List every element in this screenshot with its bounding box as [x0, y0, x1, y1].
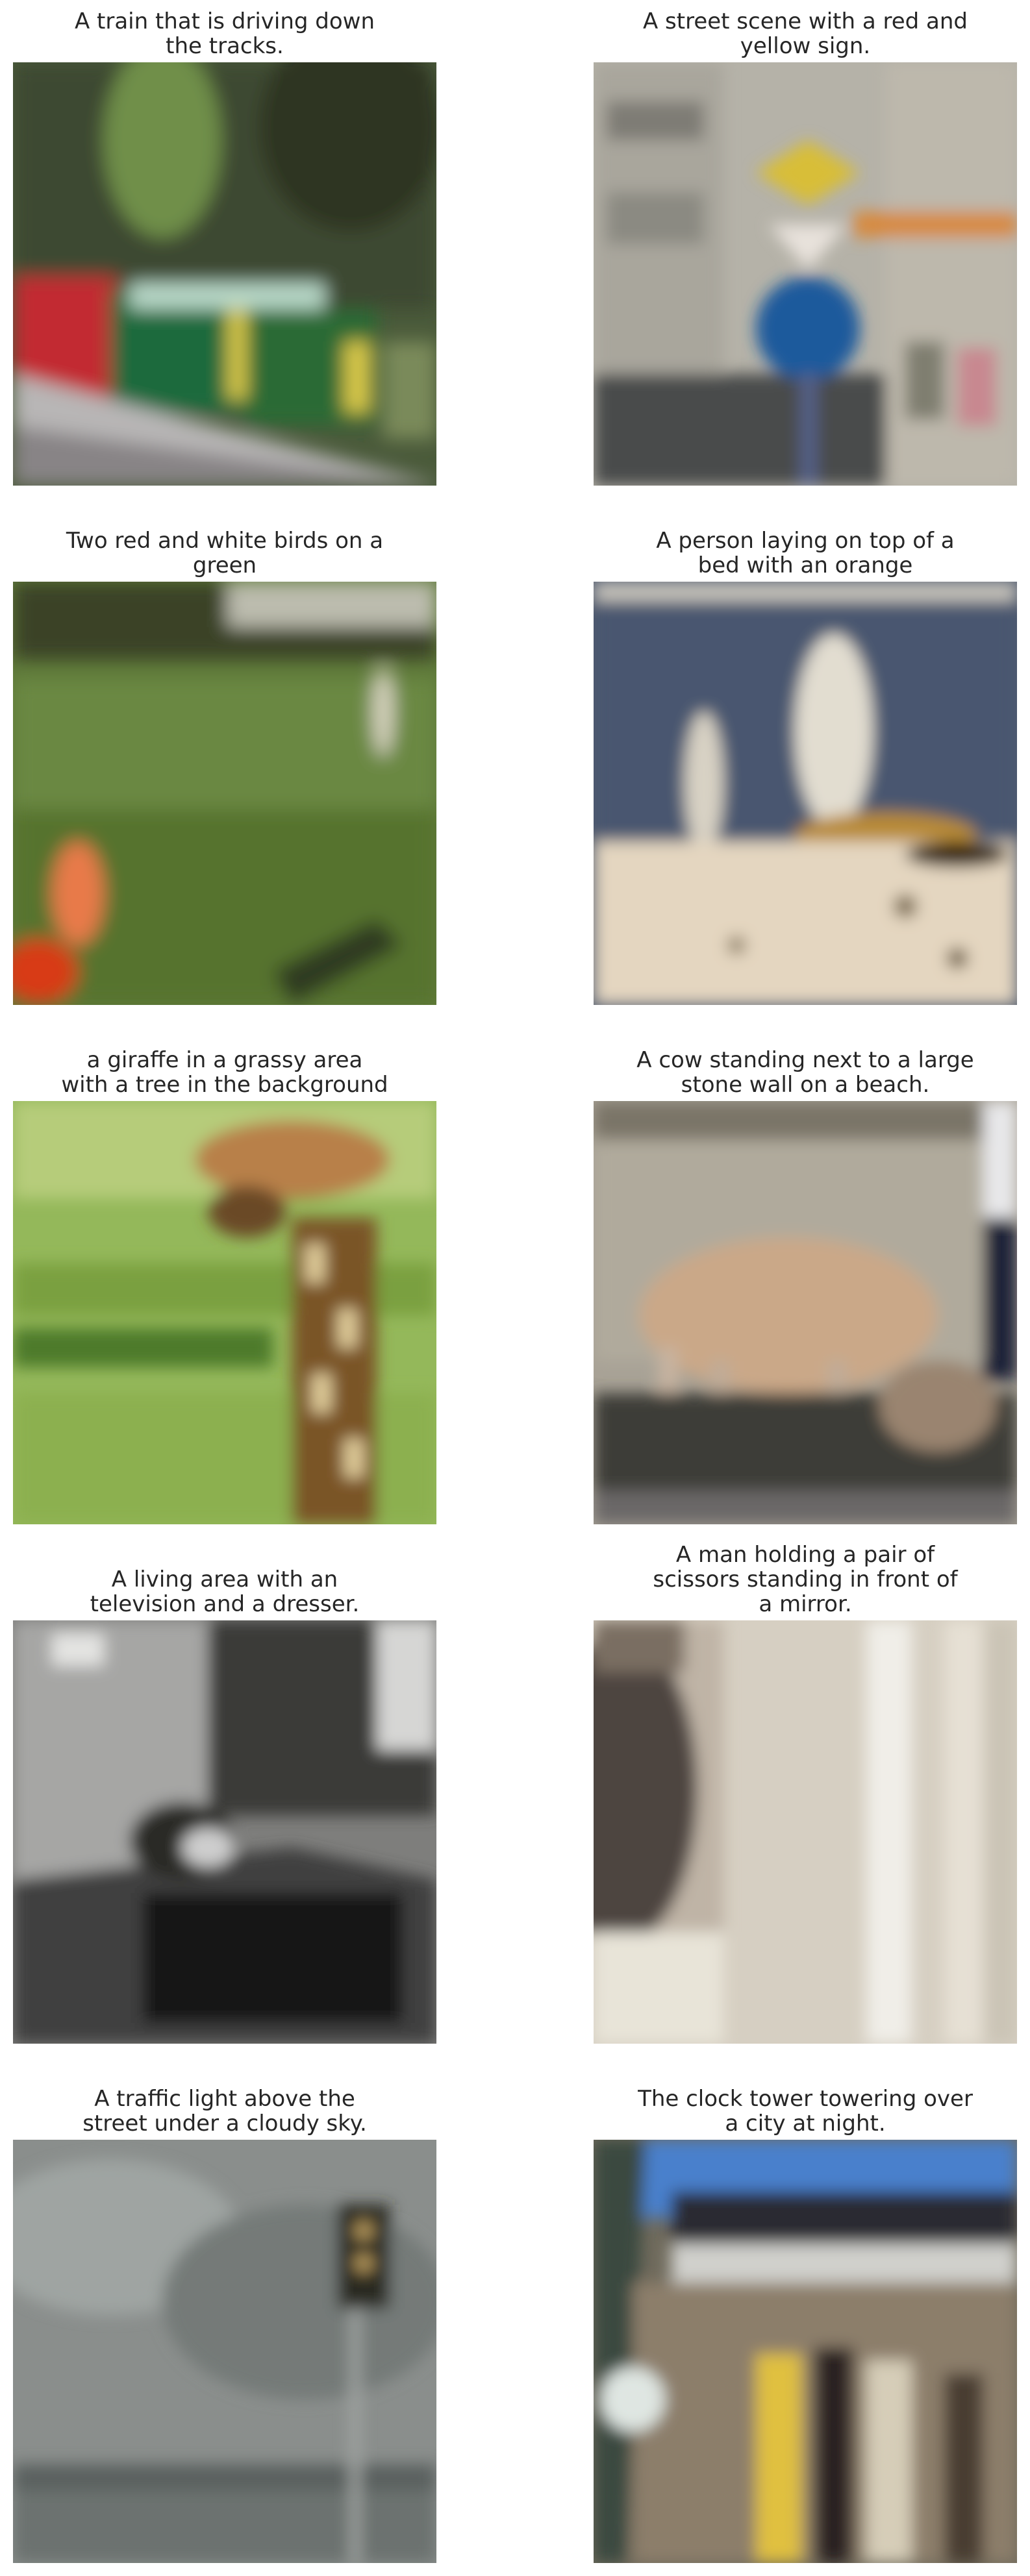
seagulls-photo [594, 582, 1017, 1005]
caption: A train that is driving down the tracks. [74, 8, 375, 59]
train-photo [13, 62, 436, 486]
giraffe-photo [13, 1101, 436, 1524]
traffic-light-photo [13, 2140, 436, 2563]
caption: The clock tower towering over a city at … [638, 2086, 973, 2136]
cow-photo [594, 1101, 1017, 1524]
clock-tower-photo [594, 2140, 1017, 2563]
caption: A traffic light above the street under a… [82, 2086, 367, 2136]
caption: A street scene with a red and yellow sig… [642, 8, 968, 59]
caption: a giraffe in a grassy area with a tree i… [61, 1047, 388, 1098]
caption: A person laying on top of a bed with an … [656, 528, 955, 578]
living-room-photo [13, 1620, 436, 2044]
caption: A cow standing next to a large stone wal… [636, 1047, 974, 1098]
birds-field-photo [13, 582, 436, 1005]
caption: A living area with an television and a d… [90, 1567, 360, 1617]
man-mirror-photo [594, 1620, 1017, 2044]
street-sign-photo [594, 62, 1017, 486]
caption: A man holding a pair of scissors standin… [653, 1542, 958, 1617]
caption: Two red and white birds on a green [66, 528, 384, 578]
